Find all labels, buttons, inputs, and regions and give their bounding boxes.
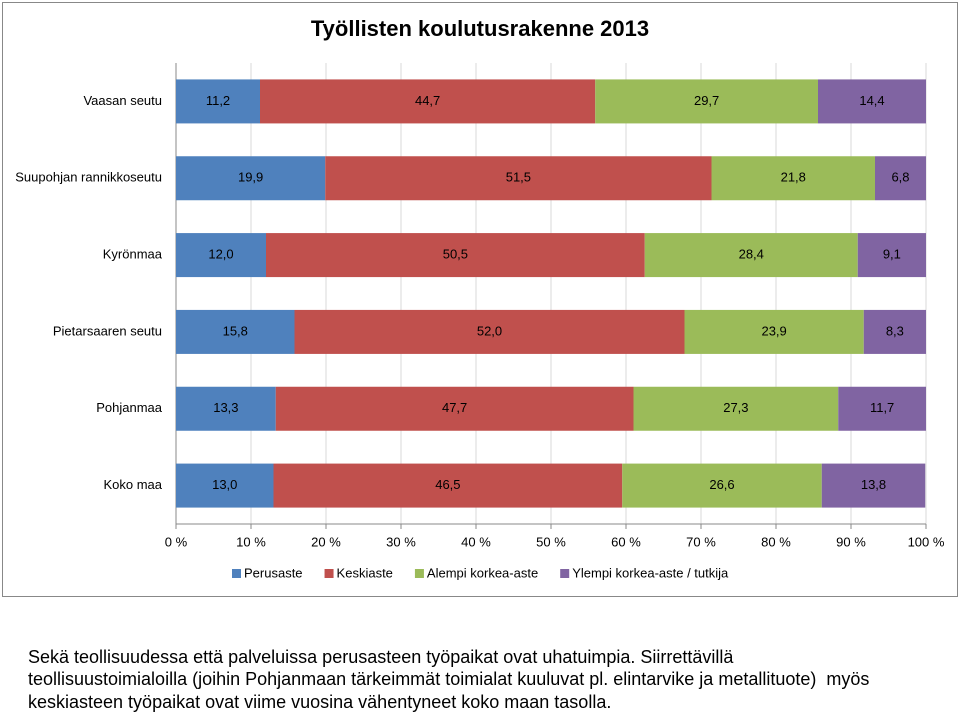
bar-segment — [684, 309, 864, 354]
bar-segment — [711, 156, 875, 201]
x-tick-label: 70 % — [686, 534, 716, 549]
data-label: 9,1 — [883, 247, 901, 262]
bar-segment — [644, 233, 858, 278]
x-tick-label: 100 % — [908, 534, 945, 549]
legend-label: Alempi korkea-aste — [427, 565, 538, 580]
data-label: 50,5 — [443, 247, 468, 262]
bar-segment — [176, 309, 295, 354]
data-label: 8,3 — [886, 323, 904, 338]
x-tick-label: 40 % — [461, 534, 491, 549]
caption-line: Sekä teollisuudessa että palveluissa per… — [28, 647, 734, 667]
bar-segment — [176, 79, 260, 124]
data-label: 26,6 — [709, 477, 734, 492]
bar-segment — [275, 386, 634, 431]
legend-label: Perusaste — [244, 565, 303, 580]
y-tick-label: Kyrönmaa — [103, 247, 163, 262]
bar-segment — [266, 233, 645, 278]
bar-segment — [622, 463, 822, 508]
bar-segment — [633, 386, 839, 431]
bar-segment — [294, 309, 685, 354]
bar-segment — [875, 156, 926, 201]
data-label: 13,8 — [861, 477, 886, 492]
chart-title: Työllisten koulutusrakenne 2013 — [311, 16, 649, 41]
x-tick-label: 80 % — [761, 534, 791, 549]
caption-line: teollisuustoimialoilla (joihin Pohjanmaa… — [28, 669, 870, 689]
x-tick-label: 0 % — [165, 534, 188, 549]
legend-swatch — [414, 569, 424, 578]
data-label: 6,8 — [891, 170, 909, 185]
data-label: 11,7 — [870, 400, 894, 415]
x-tick-label: 30 % — [386, 534, 416, 549]
y-tick-label: Suupohjan rannikkoseutu — [15, 170, 162, 185]
bar-segment — [176, 233, 266, 278]
data-label: 21,8 — [781, 170, 806, 185]
legend-label: Keskiaste — [337, 565, 393, 580]
bar-segment — [273, 463, 623, 508]
data-label: 47,7 — [442, 400, 467, 415]
data-label: 19,9 — [238, 170, 263, 185]
bar-segment — [818, 79, 926, 124]
x-tick-label: 10 % — [236, 534, 266, 549]
y-tick-label: Pietarsaaren seutu — [53, 323, 162, 338]
x-tick-label: 60 % — [611, 534, 641, 549]
data-label: 14,4 — [859, 93, 884, 108]
chart: Työllisten koulutusrakenne 2013 0 % 10 % 2… — [2, 2, 958, 597]
data-label: 51,5 — [506, 170, 531, 185]
legend-swatch — [232, 569, 241, 578]
bar-segment — [176, 386, 276, 431]
y-tick-label: Vaasan seutu — [83, 93, 162, 108]
data-label: 15,8 — [223, 323, 248, 338]
x-tick-label: 20 % — [311, 534, 341, 549]
bar-segment — [863, 309, 926, 354]
legend-swatch — [560, 569, 570, 578]
data-label: 12,0 — [208, 247, 233, 262]
bar-segment — [821, 463, 926, 508]
legend-label: Ylempi korkea-aste / tutkija — [572, 565, 729, 580]
data-label: 44,7 — [415, 93, 440, 108]
bar-segment — [595, 79, 818, 124]
bar-segment — [838, 386, 926, 431]
data-label: 46,5 — [435, 477, 460, 492]
data-label: 52,0 — [477, 323, 502, 338]
caption-line: keskiasteen työpaikat ovat viime vuosina… — [28, 692, 612, 712]
bar-segment — [857, 233, 926, 278]
x-tick-label: 90 % — [836, 534, 866, 549]
data-label: 29,7 — [694, 93, 719, 108]
data-label: 11,2 — [206, 93, 230, 108]
legend-swatch — [324, 569, 334, 578]
bar-segment — [176, 156, 326, 201]
x-tick-label: 50 % — [536, 534, 566, 549]
data-label: 27,3 — [723, 400, 748, 415]
data-label: 13,0 — [212, 477, 237, 492]
y-tick-label: Pohjanmaa — [96, 400, 163, 415]
bar-segment — [325, 156, 712, 201]
data-label: 28,4 — [739, 247, 764, 262]
bar-segment — [260, 79, 596, 124]
data-label: 23,9 — [761, 323, 786, 338]
y-tick-label: Koko maa — [103, 477, 162, 492]
bar-segment — [176, 463, 274, 508]
data-label: 13,3 — [213, 400, 238, 415]
